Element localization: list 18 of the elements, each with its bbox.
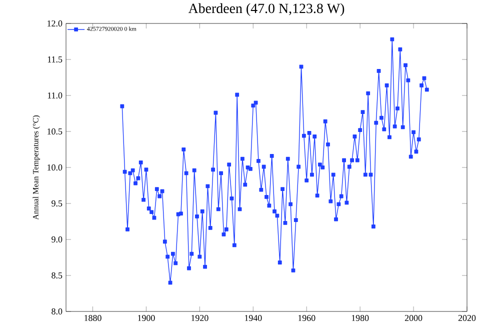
chart-title: Aberdeen (47.0 N,123.8 W) [188, 3, 344, 16]
y-tick-label: 8.5 [52, 272, 62, 278]
y-tick-label: 8.0 [52, 308, 62, 314]
y-tick-label: 10.0 [48, 164, 62, 170]
x-tick-label: 1900 [138, 314, 155, 321]
x-tick-label: 2020 [458, 314, 476, 321]
x-tick-label: 1940 [244, 314, 262, 321]
x-tick-label: 1980 [352, 314, 369, 321]
y-tick-label: 11.5 [48, 56, 62, 62]
y-tick-label: 9.5 [52, 200, 62, 206]
x-tick-label: 2000 [404, 314, 422, 321]
x-tick-label: 1920 [191, 314, 208, 321]
x-tick-label: 1880 [84, 314, 102, 321]
x-tick-label: 1960 [298, 314, 316, 321]
y-tick-label: 10.5 [48, 128, 62, 134]
y-tick-label: 9.0 [52, 236, 62, 242]
y-tick-label: 12.0 [48, 20, 62, 26]
y-tick-label: 11.0 [48, 92, 62, 98]
